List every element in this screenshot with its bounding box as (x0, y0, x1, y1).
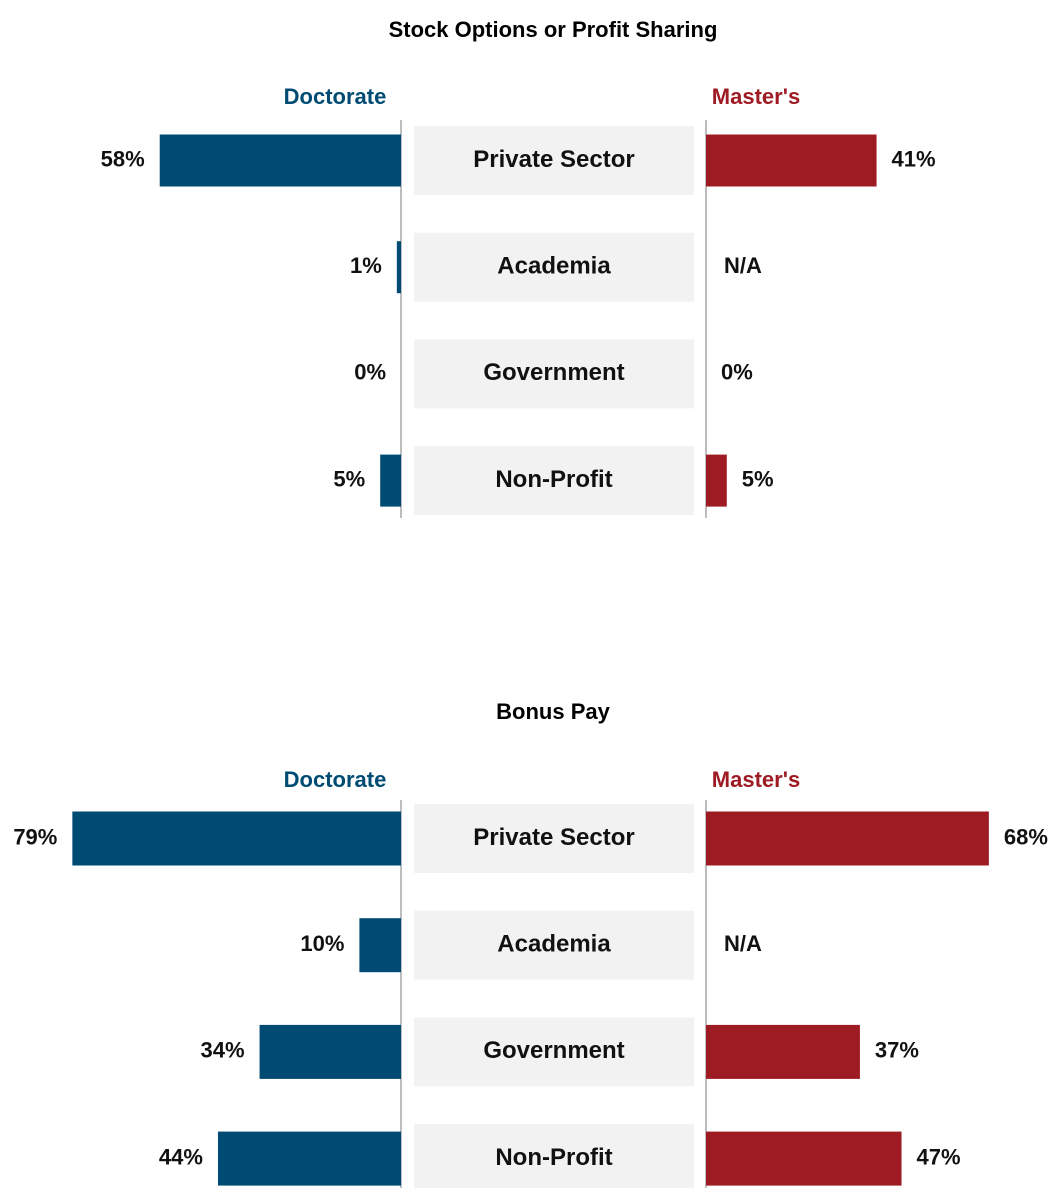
bar-doctorate (396, 241, 401, 294)
data-label-masters: N/A (724, 931, 762, 956)
legend-doctorate: Doctorate (284, 84, 387, 109)
category-box-government (414, 339, 694, 409)
data-label-doctorate: 34% (201, 1038, 245, 1063)
data-label-masters: 41% (892, 146, 936, 171)
data-label-doctorate: 0% (354, 360, 386, 385)
category-box-academia (414, 910, 694, 980)
data-label-masters: 5% (742, 466, 774, 491)
legend-doctorate: Doctorate (284, 767, 387, 792)
category-box-academia (414, 232, 694, 302)
category-box-non-profit (414, 446, 694, 516)
bar-doctorate (72, 811, 402, 866)
category-label: Government (483, 1037, 624, 1064)
category-label: Academia (497, 253, 611, 280)
data-label-doctorate: 10% (300, 931, 344, 956)
category-box-private-sector (414, 126, 694, 195)
data-label-masters: 37% (875, 1038, 919, 1063)
data-label-masters: N/A (724, 253, 762, 278)
category-label: Private Sector (473, 824, 634, 851)
legend-masters: Master's (712, 767, 800, 792)
data-label-masters: 47% (917, 1144, 961, 1169)
category-label: Private Sector (473, 146, 634, 173)
chart-title: Stock Options or Profit Sharing (389, 17, 718, 42)
legend-masters: Master's (712, 84, 800, 109)
data-label-doctorate: 1% (350, 253, 382, 278)
data-label-masters: 68% (1004, 824, 1048, 849)
data-label-doctorate: 79% (13, 824, 57, 849)
bar-masters (706, 454, 727, 507)
bar-doctorate (259, 1024, 401, 1079)
bar-doctorate (217, 1131, 401, 1186)
bar-doctorate (159, 134, 401, 187)
bar-masters (706, 811, 989, 866)
category-box-private-sector (414, 804, 694, 873)
category-label: Academia (497, 931, 611, 958)
bar-masters (706, 1024, 860, 1079)
category-label: Non-Profit (495, 1144, 612, 1171)
category-box-non-profit (414, 1124, 694, 1188)
data-label-doctorate: 5% (333, 466, 365, 491)
category-label: Government (483, 359, 624, 386)
data-label-doctorate: 44% (159, 1144, 203, 1169)
data-label-doctorate: 58% (101, 146, 145, 171)
category-box-government (414, 1017, 694, 1087)
data-label-masters: 0% (721, 360, 753, 385)
bar-doctorate (380, 454, 401, 507)
bar-doctorate (359, 918, 401, 973)
bar-masters (706, 134, 877, 187)
bar-masters (706, 1131, 902, 1186)
chart-title: Bonus Pay (496, 699, 610, 724)
category-label: Non-Profit (495, 466, 612, 493)
